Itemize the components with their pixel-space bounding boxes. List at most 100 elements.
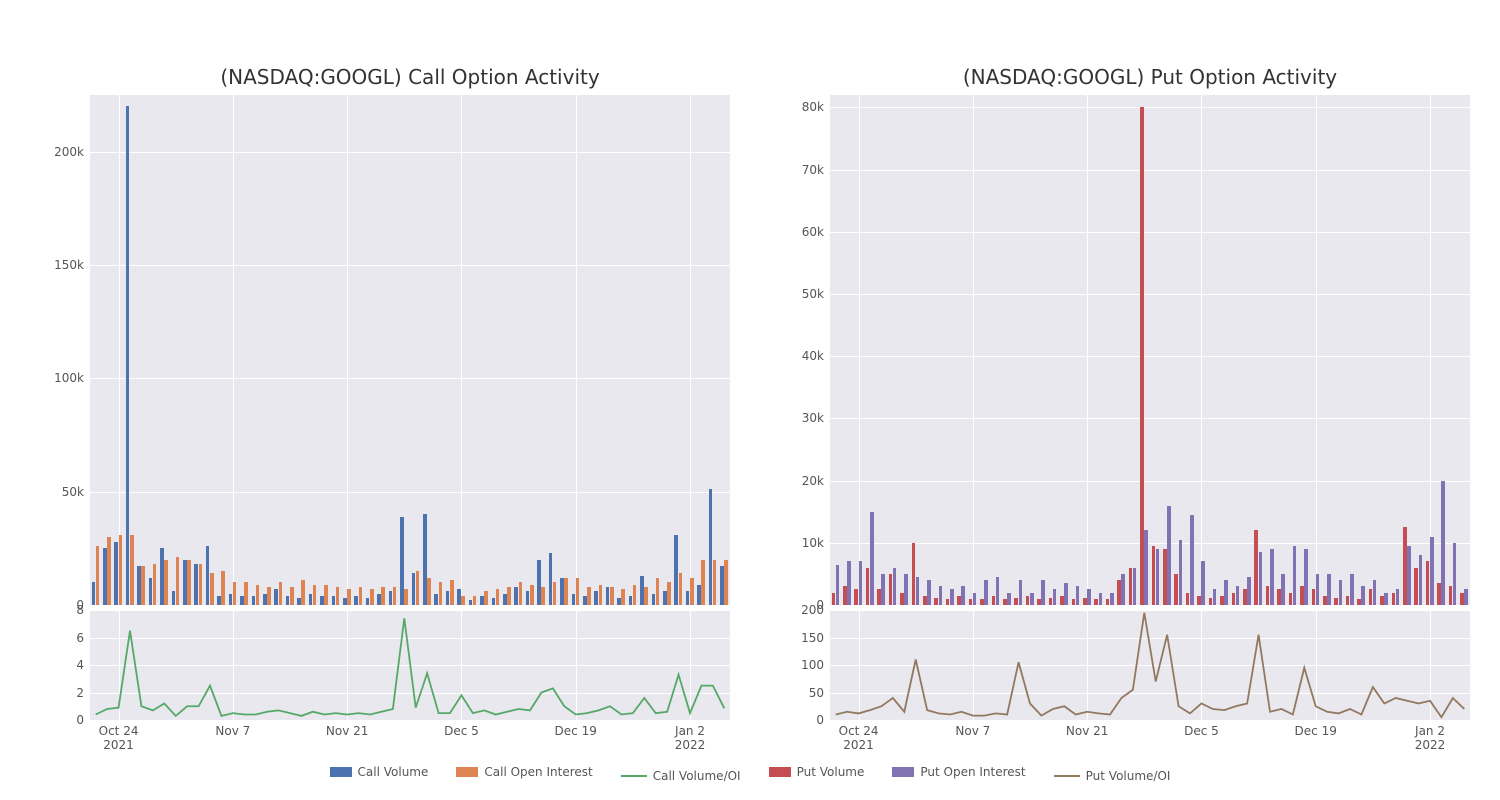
put-bar-ytick: 50k <box>802 287 830 301</box>
call-oi-bar <box>359 587 363 605</box>
put-volume-bar <box>877 589 881 605</box>
put-volume-bar <box>1300 586 1304 605</box>
put-oi-bar <box>1144 530 1148 605</box>
call-volume-bar <box>286 596 290 605</box>
call-oi-bar <box>244 582 248 605</box>
call-volume-bar <box>274 589 278 605</box>
put-ratio-ytick: 0 <box>816 713 830 727</box>
legend-label: Put Volume/OI <box>1086 769 1171 783</box>
call-oi-bar <box>564 578 568 605</box>
call-volume-bar <box>217 596 221 605</box>
call-bar-ytick: 150k <box>54 258 90 272</box>
put-ratio-ytick: 50 <box>809 686 830 700</box>
call-xtick: Dec 5 <box>444 720 479 738</box>
put-volume-bar <box>1072 599 1076 605</box>
call-oi-bar <box>199 564 203 605</box>
put-bar-ytick: 10k <box>802 536 830 550</box>
call-xtick: Jan 22022 <box>675 720 706 753</box>
call-volume-bar <box>332 596 336 605</box>
call-oi-bar <box>404 589 408 605</box>
put-panel-title: (NASDAQ:GOOGL) Put Option Activity <box>830 65 1470 89</box>
call-oi-bar <box>324 585 328 605</box>
put-volume-bar <box>1334 598 1338 605</box>
call-xtick: Nov 7 <box>215 720 250 738</box>
call-volume-bar <box>480 596 484 605</box>
call-volume-bar <box>377 594 381 605</box>
put-volume-bar <box>1026 596 1030 605</box>
call-oi-bar <box>519 582 523 605</box>
call-volume-bar <box>354 596 358 605</box>
call-oi-bar <box>119 535 123 605</box>
call-volume-bar <box>652 594 656 605</box>
put-volume-bar <box>1152 546 1156 605</box>
call-xtick: Oct 242021 <box>99 720 139 753</box>
put-volume-bar <box>1346 596 1350 605</box>
put-oi-bar <box>996 577 1000 605</box>
call-volume-bar <box>309 594 313 605</box>
call-volume-bar <box>92 582 96 605</box>
call-volume-bar <box>103 548 107 605</box>
put-ratio-ytick: 100 <box>801 658 830 672</box>
put-volume-bar <box>1323 596 1327 605</box>
put-xtick: Jan 22022 <box>1415 720 1446 753</box>
legend-swatch <box>330 767 352 777</box>
put-volume-bar <box>1117 580 1121 605</box>
put-oi-bar <box>1019 580 1023 605</box>
call-ratio-ytick: 0 <box>76 713 90 727</box>
put-oi-bar <box>1213 589 1217 605</box>
put-volume-bar <box>934 598 938 605</box>
put-volume-bar <box>1186 593 1190 605</box>
put-bar-ytick: 30k <box>802 411 830 425</box>
put-oi-bar <box>1350 574 1354 605</box>
call-volume-bar <box>537 560 541 605</box>
call-oi-bar <box>450 580 454 605</box>
call-oi-bar <box>690 578 694 605</box>
call-volume-bar <box>526 591 530 605</box>
call-volume-bar <box>114 542 118 605</box>
put-oi-bar <box>1293 546 1297 605</box>
call-oi-bar <box>439 582 443 605</box>
call-oi-bar <box>576 578 580 605</box>
legend-swatch <box>892 767 914 777</box>
call-volume-bar <box>640 576 644 605</box>
call-oi-bar <box>701 560 705 605</box>
put-oi-bar <box>859 561 863 605</box>
put-oi-bar <box>1087 589 1091 605</box>
put-xtick: Dec 5 <box>1184 720 1219 738</box>
put-volume-bar <box>1232 593 1236 605</box>
call-bar-ytick: 200k <box>54 145 90 159</box>
put-oi-bar <box>870 512 874 605</box>
call-oi-bar <box>427 578 431 605</box>
call-volume-bar <box>446 591 450 605</box>
put-oi-bar <box>950 589 954 605</box>
call-bar-ytick: 100k <box>54 371 90 385</box>
call-volume-bar <box>126 106 130 605</box>
put-xtick: Nov 7 <box>955 720 990 738</box>
put-volume-bar <box>1369 589 1373 605</box>
legend-label: Call Volume/OI <box>653 769 741 783</box>
call-xtick: Nov 21 <box>326 720 369 738</box>
call-volume-bar <box>560 578 564 605</box>
legend-item: Put Volume/OI <box>1054 769 1171 783</box>
put-xtick: Nov 21 <box>1066 720 1109 738</box>
call-volume-bar <box>160 548 164 605</box>
call-oi-bar <box>656 578 660 605</box>
put-volume-bar <box>1277 589 1281 605</box>
call-bar-ytick: 50k <box>62 485 90 499</box>
call-volume-bar <box>252 596 256 605</box>
call-volume-bar <box>320 596 324 605</box>
put-bar-ytick: 60k <box>802 225 830 239</box>
call-ratio-ytick: 4 <box>76 658 90 672</box>
put-volume-bar <box>1163 549 1167 605</box>
call-oi-bar <box>267 587 271 605</box>
put-oi-bar <box>881 574 885 605</box>
call-oi-bar <box>141 566 145 605</box>
call-oi-bar <box>279 582 283 605</box>
put-oi-bar <box>1133 568 1137 605</box>
call-oi-bar <box>724 560 728 605</box>
put-volume-bar <box>1254 530 1258 605</box>
call-volume-bar <box>457 589 461 605</box>
put-oi-bar <box>1304 549 1308 605</box>
call-oi-bar <box>370 589 374 605</box>
put-volume-bar <box>1392 593 1396 605</box>
